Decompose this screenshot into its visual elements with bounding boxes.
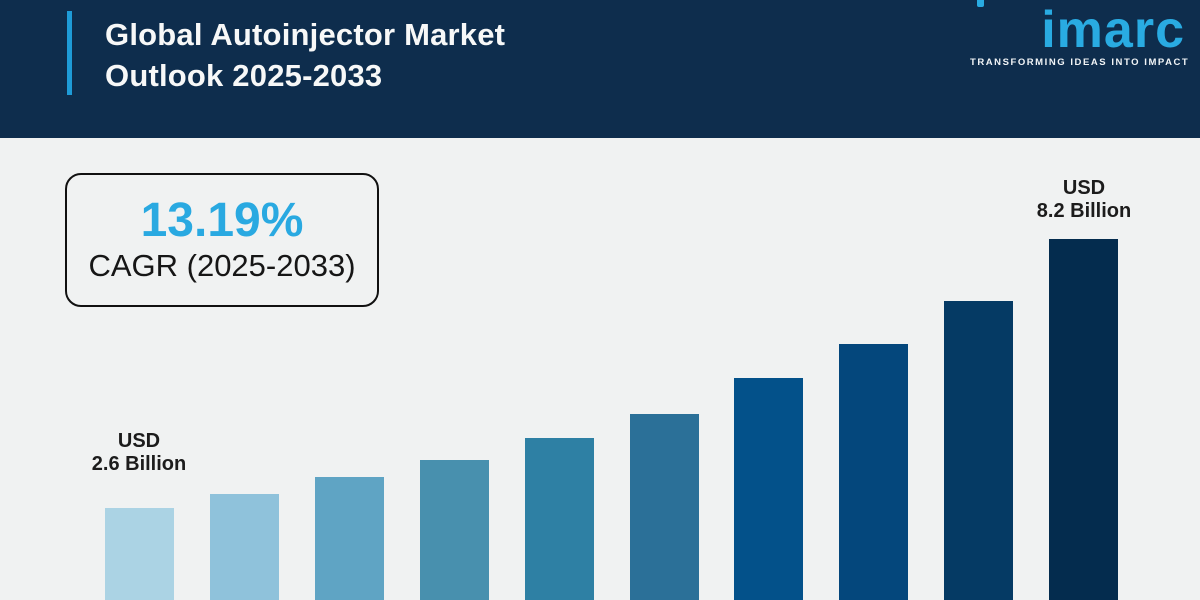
last-bar-value-label-line2: 8.2 Billion [1036, 200, 1132, 222]
cagr-value: 13.19% [140, 194, 304, 247]
page-title-line2: Outlook 2025-2033 [105, 58, 383, 93]
bar-6 [630, 414, 699, 600]
bar-7 [734, 378, 803, 600]
bar-10 [1049, 239, 1118, 600]
bar-5 [525, 438, 594, 600]
logo-dot-icon [977, 0, 984, 7]
page-title: Global Autoinjector Market Outlook 2025-… [105, 14, 505, 96]
last-bar-value-label-line1: USD [1062, 177, 1106, 199]
bar-3 [315, 477, 384, 600]
cagr-callout-box: 13.19% CAGR (2025-2033) [65, 173, 379, 307]
bar-chart [0, 138, 1200, 600]
title-accent-bar [67, 11, 72, 95]
header-banner: Global Autoinjector Market Outlook 2025-… [0, 0, 1200, 138]
last-bar-value-label: USD 8.2 Billion [1037, 177, 1131, 223]
logo-wordmark: imarc [1041, 1, 1185, 59]
bar-4 [420, 460, 489, 600]
cagr-label: CAGR (2025-2033) [88, 248, 356, 283]
page-title-line1: Global Autoinjector Market [105, 17, 506, 52]
bar-2 [210, 494, 279, 600]
logo-tagline: TRANSFORMING IDEAS INTO IMPACT [970, 57, 1190, 68]
first-bar-value-label-line2: 2.6 Billion [91, 453, 187, 475]
bar-8 [839, 344, 908, 600]
bar-1 [105, 508, 174, 600]
imarc-logo: imarc TRANSFORMING IDEAS INTO IMPACT [970, 0, 1190, 68]
first-bar-value-label: USD 2.6 Billion [92, 430, 186, 476]
bar-9 [944, 301, 1013, 600]
first-bar-value-label-line1: USD [117, 430, 161, 452]
